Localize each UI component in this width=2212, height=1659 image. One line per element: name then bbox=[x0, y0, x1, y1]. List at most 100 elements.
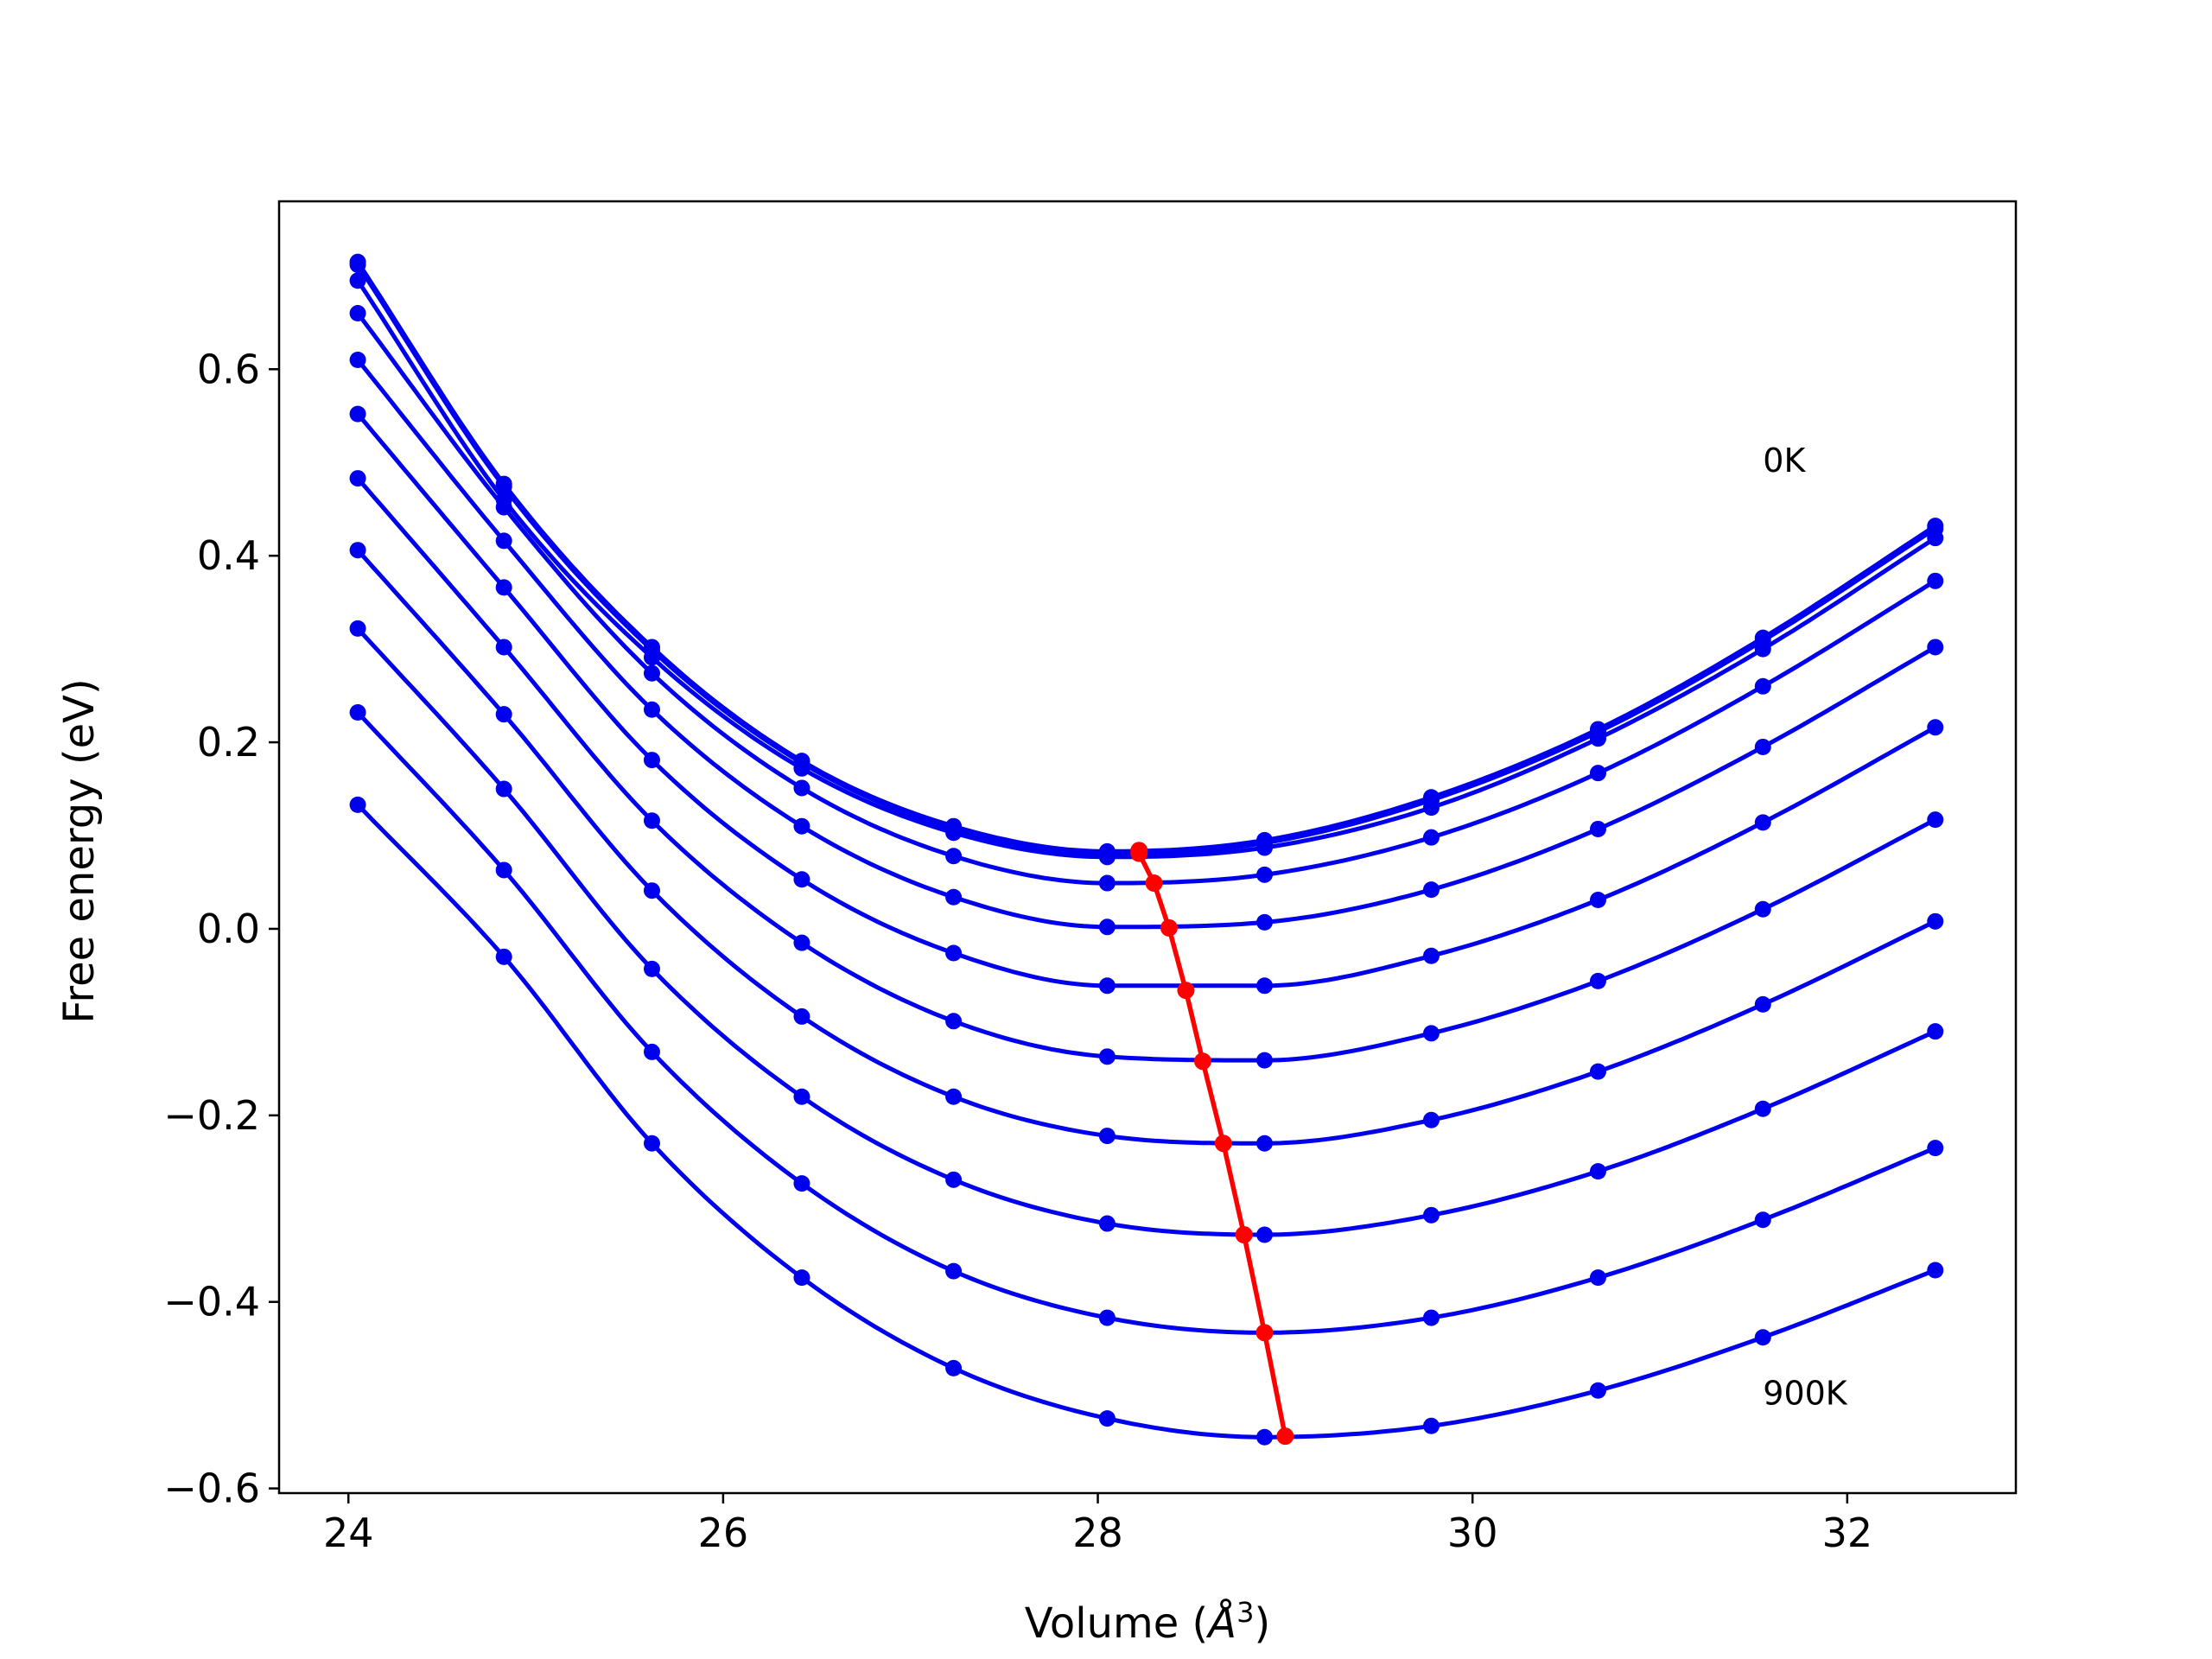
series-7-point bbox=[1589, 1063, 1606, 1080]
series-5-point bbox=[349, 405, 366, 423]
series-2-point bbox=[1927, 530, 1944, 547]
series-2-point bbox=[643, 649, 660, 666]
series-2-point bbox=[793, 760, 810, 777]
x-tick-label: 28 bbox=[1072, 1510, 1123, 1556]
minimum-point bbox=[1130, 844, 1148, 862]
plot-frame bbox=[277, 200, 2018, 1495]
series-2-point bbox=[1422, 799, 1440, 817]
y-axis-ticks: 0.6 0.4 0.2 0.0 −0.2 −0.4 −0.6 bbox=[163, 346, 279, 1512]
series-5-point bbox=[1754, 814, 1771, 831]
series-3-point bbox=[1256, 866, 1274, 883]
series-1-point bbox=[495, 478, 512, 495]
series-4-point bbox=[945, 888, 963, 906]
series-10-point bbox=[793, 1269, 810, 1287]
series-9-point bbox=[643, 1043, 660, 1060]
minimum-path-line bbox=[1136, 850, 1288, 1437]
series-6-point bbox=[1422, 1025, 1440, 1042]
series-0 bbox=[349, 253, 1944, 860]
series-3-point bbox=[495, 499, 512, 516]
series-6-line bbox=[356, 476, 1936, 1063]
series-8-point bbox=[793, 1088, 810, 1105]
series-4-point bbox=[1589, 820, 1606, 837]
series-6-point bbox=[643, 812, 660, 830]
series-3-point bbox=[793, 779, 810, 797]
series-5-point bbox=[945, 944, 963, 962]
series-5-point bbox=[1589, 891, 1606, 908]
series-7-line bbox=[356, 549, 1936, 1146]
y-tick-label: 0.4 bbox=[197, 532, 260, 579]
series-9-point bbox=[1589, 1269, 1606, 1287]
series-8-point bbox=[643, 960, 660, 977]
series-2-point bbox=[1589, 730, 1606, 747]
series-7-point bbox=[793, 1007, 810, 1025]
series-6-point bbox=[1927, 811, 1944, 829]
series-6-point bbox=[495, 639, 512, 656]
series-8-line bbox=[356, 626, 1936, 1237]
series-3-point bbox=[1754, 677, 1771, 695]
x-tick-label: 26 bbox=[698, 1510, 749, 1556]
series-5-point bbox=[643, 752, 660, 769]
series-9-point bbox=[1927, 1140, 1944, 1157]
series-4-point bbox=[349, 352, 366, 369]
series-2-point bbox=[1754, 640, 1771, 658]
series-6 bbox=[349, 470, 1944, 1069]
series-3-point bbox=[1927, 572, 1944, 589]
series-7-point bbox=[643, 882, 660, 899]
y-tick-label: 0.6 bbox=[197, 346, 260, 392]
series-10-point bbox=[643, 1135, 660, 1152]
minimum-point bbox=[1255, 1324, 1274, 1342]
series-10-point bbox=[1256, 1428, 1274, 1446]
series-1 bbox=[349, 256, 1944, 863]
y-tick-label: 0.2 bbox=[197, 719, 260, 766]
series-10-point bbox=[1098, 1410, 1116, 1427]
series-5-point bbox=[1927, 719, 1944, 736]
series-7-point bbox=[1098, 1128, 1116, 1145]
series-2-point bbox=[945, 824, 963, 842]
minimum-point bbox=[1235, 1226, 1253, 1243]
series-10-point bbox=[495, 948, 512, 965]
series-4 bbox=[349, 352, 1944, 936]
series-8-point bbox=[495, 780, 512, 798]
x-axis-ticks: 24 26 28 30 32 bbox=[323, 1493, 1872, 1556]
series-4-line bbox=[356, 358, 1937, 930]
x-axis-label: Volume (Å3) bbox=[1025, 1596, 1270, 1648]
y-axis-label: Free energy (eV) bbox=[55, 678, 104, 1023]
temperature-annotation: 900K bbox=[1763, 1374, 1848, 1412]
series-3-point bbox=[349, 305, 366, 322]
series-7-point bbox=[495, 706, 512, 723]
series-7-point bbox=[1256, 1135, 1274, 1152]
series-8 bbox=[349, 620, 1944, 1243]
series-10-point bbox=[1927, 1262, 1944, 1279]
series-7-point bbox=[1927, 912, 1944, 930]
series-7-point bbox=[1754, 995, 1771, 1013]
x-tick-label: 30 bbox=[1447, 1510, 1498, 1556]
series-3-point bbox=[1422, 829, 1440, 846]
series-10-line bbox=[356, 803, 1936, 1440]
series-5-point bbox=[793, 871, 810, 888]
series-5-line bbox=[356, 412, 1936, 988]
series-3-line bbox=[356, 312, 1937, 886]
x-tick-label: 32 bbox=[1822, 1510, 1873, 1556]
series-7 bbox=[349, 542, 1944, 1152]
series-6-point bbox=[793, 934, 810, 951]
series-3-point bbox=[945, 848, 963, 865]
series-1-line bbox=[356, 264, 1937, 857]
series-6-point bbox=[349, 470, 366, 487]
minimum-point bbox=[1214, 1135, 1232, 1153]
series-4-point bbox=[1256, 913, 1274, 931]
curve-annotations: 0K 900K bbox=[1763, 442, 1848, 1412]
series-5-point bbox=[495, 579, 512, 596]
series-5-point bbox=[1256, 977, 1274, 995]
minimum-point bbox=[1193, 1052, 1211, 1071]
series-2-point bbox=[1256, 839, 1274, 856]
minimum-point bbox=[1145, 874, 1163, 893]
series-7-point bbox=[349, 542, 366, 559]
minimum-point bbox=[1160, 918, 1178, 937]
series-10-point bbox=[1422, 1417, 1440, 1434]
series-3-point bbox=[1098, 874, 1116, 892]
series-9-point bbox=[793, 1175, 810, 1192]
series-10-point bbox=[1589, 1382, 1606, 1399]
series-8-point bbox=[945, 1171, 963, 1188]
free-energy-curves bbox=[349, 253, 1944, 1446]
